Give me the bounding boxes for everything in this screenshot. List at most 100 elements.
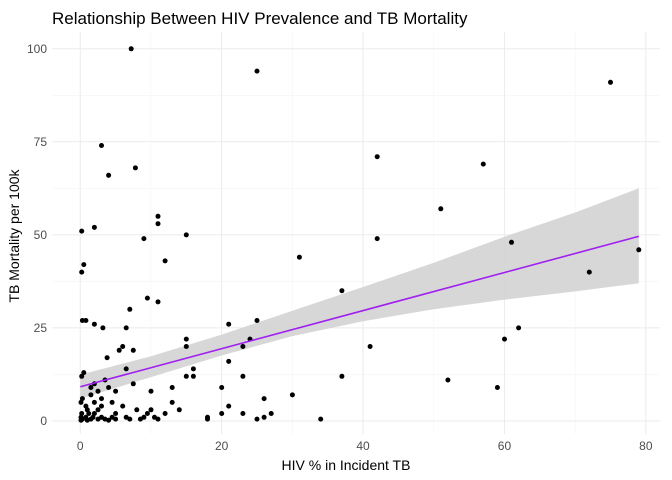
data-point bbox=[88, 385, 94, 390]
data-point bbox=[95, 388, 101, 394]
confidence-band bbox=[80, 188, 639, 399]
y-tick-label: 0 bbox=[40, 414, 47, 428]
data-point bbox=[169, 399, 175, 405]
data-point bbox=[438, 206, 444, 212]
y-tick-label: 25 bbox=[34, 321, 48, 335]
data-point bbox=[123, 366, 129, 372]
data-point bbox=[190, 373, 196, 379]
data-point bbox=[636, 247, 642, 253]
data-point bbox=[106, 417, 112, 423]
data-point bbox=[84, 417, 90, 423]
y-axis-tick-labels: 0 25 50 75 100 bbox=[27, 42, 47, 428]
data-point bbox=[148, 407, 154, 413]
data-point bbox=[106, 385, 112, 390]
data-point bbox=[155, 221, 161, 227]
data-point bbox=[162, 258, 168, 264]
data-point bbox=[494, 385, 500, 390]
y-tick-label: 75 bbox=[34, 135, 48, 149]
data-point bbox=[78, 399, 84, 405]
data-point bbox=[113, 416, 119, 422]
x-axis-title: HIV % in Incident TB bbox=[282, 457, 411, 473]
data-point bbox=[81, 262, 87, 268]
y-axis-title: TB Mortality per 100k bbox=[6, 168, 22, 302]
data-point bbox=[113, 411, 119, 416]
data-point bbox=[162, 411, 168, 416]
data-point bbox=[318, 416, 324, 422]
data-point bbox=[289, 392, 295, 398]
data-point bbox=[509, 239, 514, 245]
data-point bbox=[79, 373, 85, 379]
data-point bbox=[100, 325, 106, 331]
data-point bbox=[130, 381, 136, 387]
data-point bbox=[116, 347, 122, 353]
data-point bbox=[169, 385, 175, 390]
data-point bbox=[240, 373, 246, 379]
data-point bbox=[502, 336, 507, 342]
major-gridlines bbox=[52, 32, 660, 434]
data-point bbox=[254, 416, 260, 422]
data-point bbox=[120, 403, 126, 409]
data-point bbox=[219, 411, 225, 416]
data-point bbox=[134, 407, 140, 413]
data-point bbox=[205, 416, 210, 422]
x-tick-label: 40 bbox=[356, 439, 370, 453]
data-point bbox=[91, 399, 97, 405]
data-point bbox=[367, 344, 373, 349]
data-point bbox=[155, 299, 161, 305]
data-point bbox=[127, 306, 133, 312]
x-tick-label: 20 bbox=[215, 439, 229, 453]
data-point bbox=[226, 358, 232, 364]
data-point bbox=[148, 388, 154, 394]
data-point bbox=[91, 321, 97, 327]
data-point bbox=[268, 411, 274, 416]
data-point bbox=[99, 396, 104, 402]
data-point bbox=[81, 370, 87, 376]
data-point bbox=[261, 414, 267, 420]
data-point bbox=[374, 154, 380, 160]
chart-title: Relationship Between HIV Prevalence and … bbox=[52, 9, 468, 28]
data-point bbox=[586, 269, 592, 275]
data-point bbox=[296, 254, 302, 260]
data-point bbox=[79, 396, 85, 402]
data-point bbox=[190, 366, 196, 372]
data-point bbox=[144, 295, 150, 301]
x-axis-tick-labels: 0 20 40 60 80 bbox=[77, 439, 653, 453]
x-tick-label: 80 bbox=[639, 439, 653, 453]
data-point bbox=[132, 165, 138, 171]
data-point bbox=[79, 318, 85, 323]
data-point bbox=[95, 407, 101, 413]
data-point bbox=[91, 411, 97, 416]
data-point bbox=[240, 411, 246, 416]
data-point bbox=[254, 318, 260, 323]
data-point bbox=[261, 396, 267, 402]
data-point bbox=[608, 79, 613, 85]
data-point bbox=[339, 288, 345, 294]
data-point bbox=[79, 411, 85, 416]
data-point bbox=[374, 236, 380, 242]
data-point bbox=[155, 416, 161, 422]
data-point bbox=[109, 399, 115, 405]
data-point bbox=[144, 411, 150, 416]
data-point bbox=[219, 385, 225, 390]
data-point bbox=[83, 318, 89, 323]
data-point bbox=[254, 68, 260, 74]
data-point bbox=[104, 355, 110, 361]
y-tick-label: 50 bbox=[34, 228, 48, 242]
data-point bbox=[88, 392, 94, 398]
data-point bbox=[123, 325, 129, 331]
data-point bbox=[113, 388, 119, 394]
data-point bbox=[130, 347, 136, 353]
data-point bbox=[183, 373, 189, 379]
data-point bbox=[183, 336, 189, 342]
data-point bbox=[99, 143, 104, 148]
x-tick-label: 60 bbox=[498, 439, 512, 453]
data-point bbox=[445, 377, 451, 383]
data-point bbox=[339, 373, 345, 379]
data-point bbox=[183, 232, 189, 238]
data-point bbox=[176, 407, 182, 413]
data-point bbox=[99, 403, 104, 409]
data-point bbox=[155, 213, 161, 219]
data-point bbox=[141, 236, 147, 242]
data-point bbox=[137, 416, 143, 422]
